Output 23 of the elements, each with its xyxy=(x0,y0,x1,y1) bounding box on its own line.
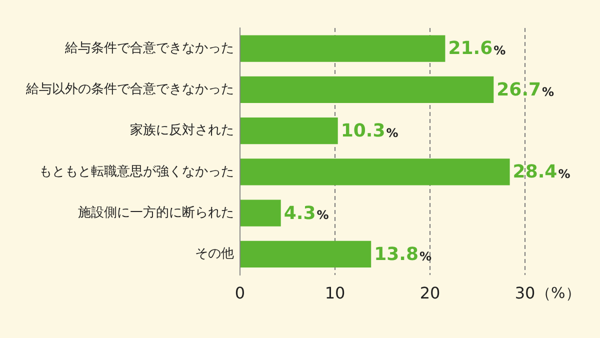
y-tick-label: その他 xyxy=(195,246,234,262)
bar xyxy=(240,200,281,226)
bar xyxy=(240,35,446,62)
y-tick-label: 給与条件で合意できなかった xyxy=(64,40,234,56)
data-label: 10.3% xyxy=(340,120,398,142)
bar xyxy=(240,158,510,186)
y-tick-label: 施設側に一方的に断られた xyxy=(78,204,234,220)
y-tick-label: もともと転職意思が強くなかった xyxy=(39,164,234,180)
bar xyxy=(240,240,372,268)
y-tick-label: 家族に反対された xyxy=(130,122,234,138)
bar xyxy=(240,76,494,104)
bar xyxy=(240,118,338,144)
x-axis-title: （%） xyxy=(536,284,580,302)
data-label: 21.6% xyxy=(448,38,506,60)
x-tick-label: 30 xyxy=(514,284,536,303)
x-tick-label: 0 xyxy=(234,284,246,303)
x-tick-label: 10 xyxy=(324,284,346,303)
y-tick-label: 給与以外の条件で合意できなかった xyxy=(25,82,234,98)
data-label: 13.8% xyxy=(374,244,432,265)
data-label: 28.4% xyxy=(512,162,570,183)
x-tick-label: 20 xyxy=(420,284,440,303)
data-label: 26.7% xyxy=(496,79,554,100)
data-label: 4.3% xyxy=(284,202,329,224)
